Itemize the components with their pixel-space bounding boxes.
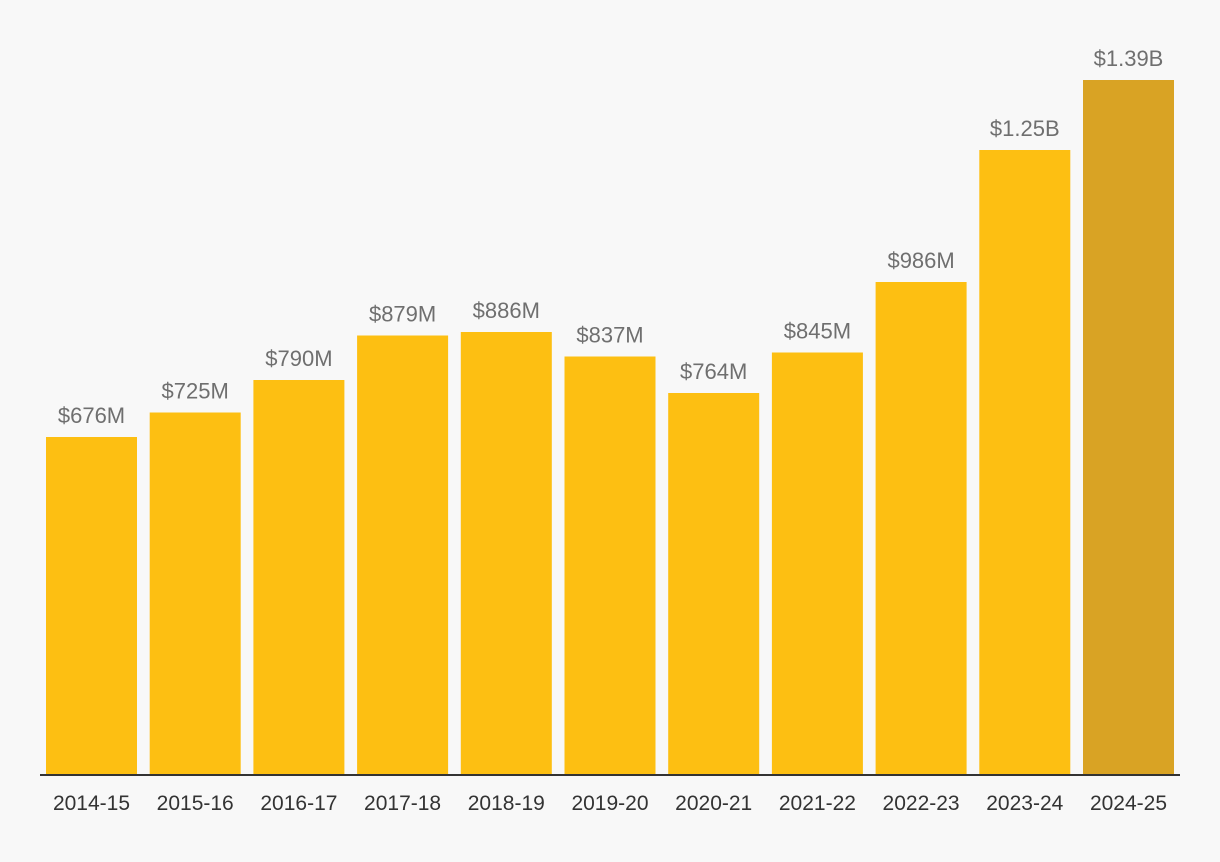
bar-2020-21 <box>668 393 760 775</box>
bar-2014-15 <box>46 437 137 775</box>
data-label-2023-24: $1.25B <box>990 116 1060 141</box>
x-tick-label-2016-17: 2016-17 <box>260 792 337 815</box>
data-label-2019-20: $837M <box>576 323 643 348</box>
bars-group <box>46 80 1174 775</box>
bar-2019-20 <box>564 356 656 775</box>
x-tick-label-2021-22: 2021-22 <box>779 792 856 815</box>
x-tick-label-2014-15: 2014-15 <box>53 792 130 815</box>
bar-2016-17 <box>253 380 345 775</box>
bar-2021-22 <box>771 352 863 775</box>
bar-2018-19 <box>460 332 552 775</box>
x-tick-label-2017-18: 2017-18 <box>364 792 441 815</box>
bar-2015-16 <box>149 412 241 775</box>
data-label-2021-22: $845M <box>784 319 851 344</box>
data-label-2022-23: $986M <box>887 248 954 273</box>
x-tick-label-2022-23: 2022-23 <box>883 792 960 815</box>
x-tick-label-2023-24: 2023-24 <box>986 792 1063 815</box>
x-tick-label-2019-20: 2019-20 <box>571 792 648 815</box>
data-label-2015-16: $725M <box>162 379 229 404</box>
x-tick-label-2015-16: 2015-16 <box>157 792 234 815</box>
bar-2022-23 <box>875 282 967 775</box>
data-label-2017-18: $879M <box>369 302 436 327</box>
data-label-2016-17: $790M <box>265 346 332 371</box>
data-label-2014-15: $676M <box>58 403 125 428</box>
data-label-2024-25: $1.39B <box>1094 46 1164 71</box>
bar-2017-18 <box>357 335 449 775</box>
data-label-2018-19: $886M <box>473 298 540 323</box>
x-tick-label-2020-21: 2020-21 <box>675 792 752 815</box>
x-tick-labels-group: 2014-15 2015-16 2016-17 2017-18 2018-19 2019-… <box>53 792 1167 815</box>
bar-2023-24 <box>979 150 1071 775</box>
data-label-2020-21: $764M <box>680 359 747 384</box>
x-tick-label-2018-19: 2018-19 <box>468 792 545 815</box>
bar-2024-25 <box>1083 80 1174 775</box>
value-labels-group: $676M $725M $790M $879M $886M $837M $764M $845M… <box>58 46 1164 428</box>
x-tick-label-2024-25: 2024-25 <box>1090 792 1167 815</box>
